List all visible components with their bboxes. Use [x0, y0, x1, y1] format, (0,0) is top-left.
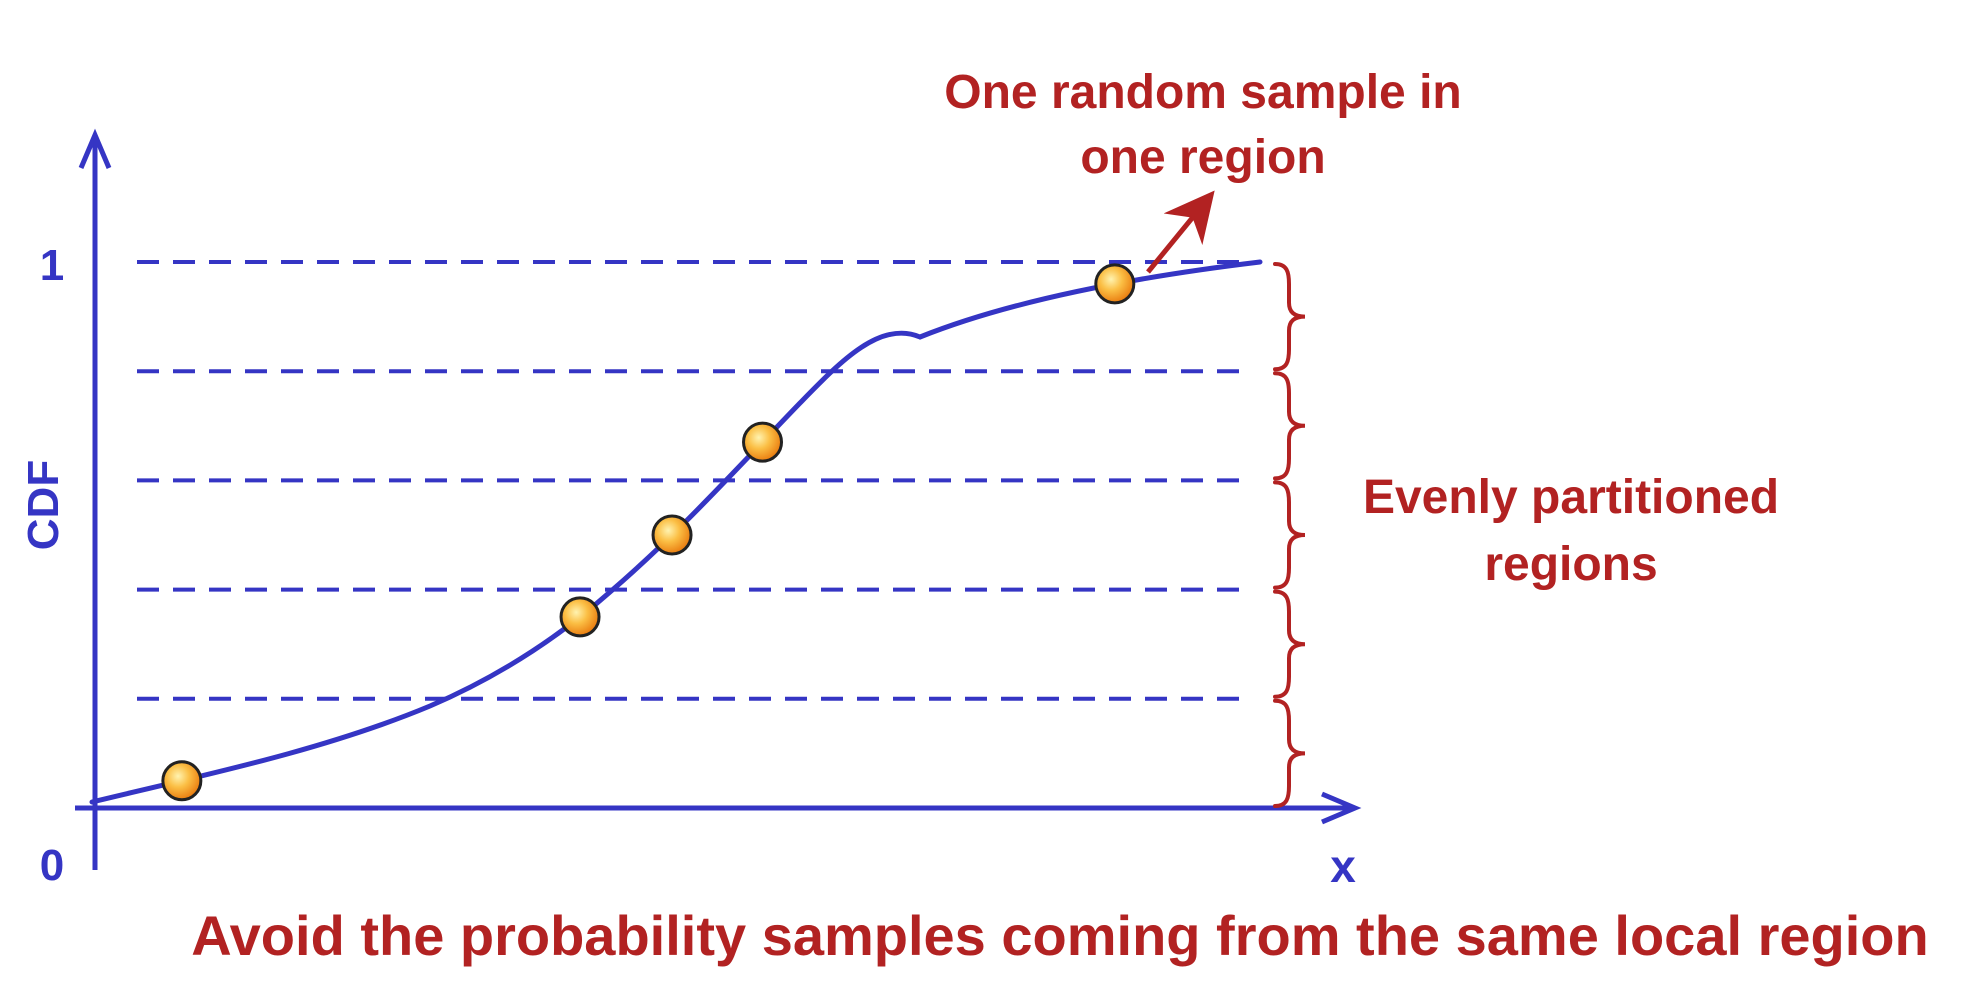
region-brace	[1273, 262, 1306, 372]
y-tick-one: 1	[40, 241, 64, 290]
x-axis-arrowhead	[1321, 791, 1362, 825]
sample-point	[1094, 263, 1136, 305]
sample-points	[161, 263, 1136, 802]
sample-point	[161, 760, 203, 802]
sample-annotation-arrow	[1146, 190, 1215, 274]
region-braces	[1273, 262, 1306, 808]
x-axis-label: x	[1330, 840, 1356, 892]
region-brace	[1273, 589, 1306, 699]
region-brace	[1273, 480, 1306, 590]
regions-note-line1: Evenly partitioned	[1363, 471, 1779, 524]
sample-point	[742, 421, 784, 463]
origin-label: 0	[40, 841, 64, 890]
sample-note-line1: One random sample in	[944, 66, 1461, 119]
caption: Avoid the probability samples coming fro…	[191, 904, 1928, 967]
y-axis-arrowhead	[78, 128, 112, 169]
sample-note-line2: one region	[1080, 131, 1325, 184]
sample-point	[559, 596, 601, 638]
sample-point	[651, 514, 693, 556]
region-brace	[1273, 371, 1306, 481]
regions-note-line2: regions	[1484, 538, 1657, 591]
cdf-curve	[89, 259, 1263, 805]
axes	[75, 128, 1362, 870]
y-axis-label: CDF	[19, 460, 68, 550]
region-partition-lines	[137, 260, 1245, 701]
region-brace	[1273, 698, 1306, 808]
